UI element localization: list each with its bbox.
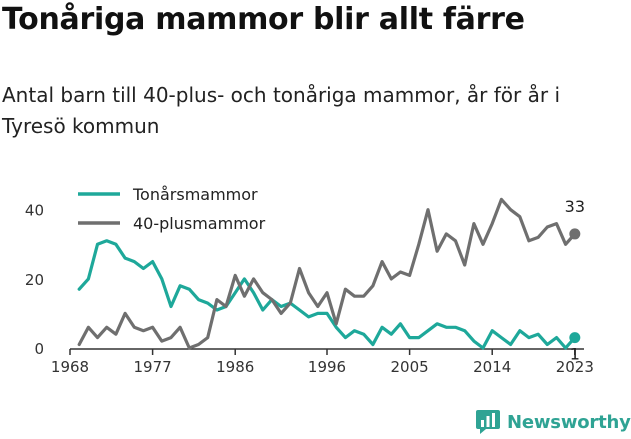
- y-axis: 0 20 40: [25, 202, 44, 358]
- x-tick-label: 1996: [308, 358, 346, 376]
- end-value-label-1: 1: [570, 345, 580, 364]
- end-labels: 1 33: [565, 197, 585, 364]
- y-tick-label: 0: [34, 340, 44, 358]
- x-tick-label: 1986: [216, 358, 254, 376]
- y-tick-label: 40: [25, 202, 44, 220]
- brand-name: Newsworthy: [507, 411, 631, 433]
- bar-chart-icon: [476, 410, 500, 434]
- end-point-1: [569, 332, 581, 344]
- series-line-2: [77, 197, 577, 350]
- newsworthy-logo: Newsworthy: [475, 407, 631, 437]
- legend: Tonårsmammor 40-plusmammor: [78, 185, 266, 233]
- chart-title: Tonåriga mammor blir allt färre: [2, 2, 525, 37]
- end-point-2: [569, 228, 581, 240]
- legend-label: Tonårsmammor: [132, 185, 258, 204]
- y-tick-label: 20: [25, 271, 44, 289]
- series-lines: [77, 197, 577, 350]
- x-tick-label: 1968: [51, 358, 89, 376]
- legend-label: 40-plusmammor: [133, 214, 266, 233]
- x-axis: 1968 1977 1986 1996 2005 2014 2023: [51, 348, 594, 376]
- x-tick-label: 2023: [556, 358, 594, 376]
- series-line-1: [77, 239, 577, 350]
- x-tick-label: 1977: [134, 358, 172, 376]
- end-value-label-2: 33: [565, 197, 585, 216]
- chart-subtitle: Antal barn till 40-plus- och tonåriga ma…: [2, 83, 561, 138]
- x-tick-label: 2014: [473, 358, 511, 376]
- x-tick-label: 2005: [391, 358, 429, 376]
